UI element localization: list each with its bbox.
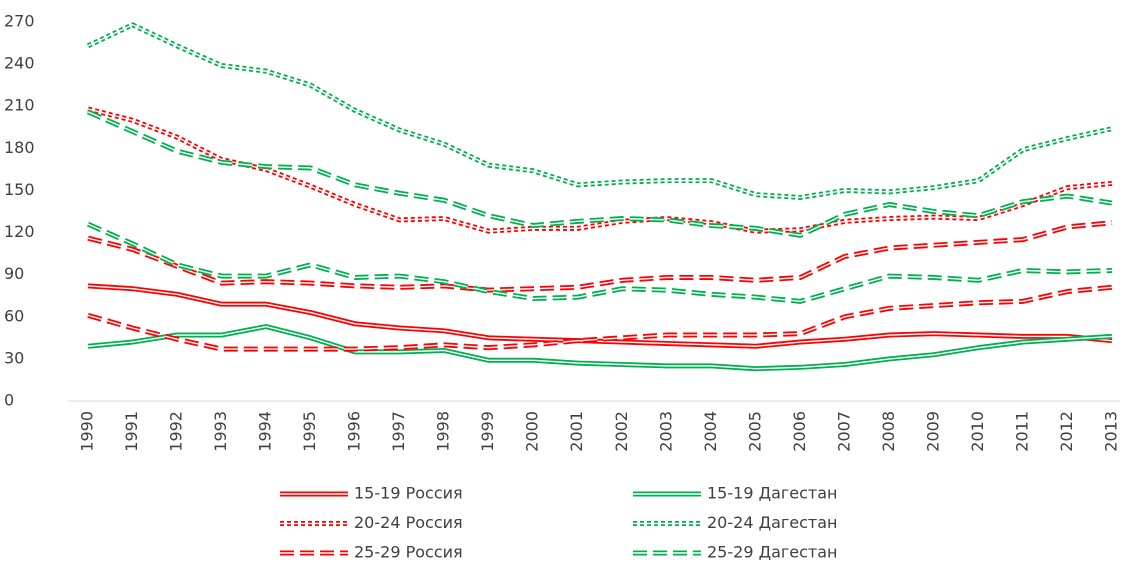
legend-label: 15-19 Дагестан xyxy=(707,484,838,503)
x-tick-label: 1998 xyxy=(434,411,453,452)
y-tick-label: 30 xyxy=(4,348,24,367)
series xyxy=(87,220,1113,293)
x-tick-label: 1996 xyxy=(345,411,364,452)
y-tick-label: 90 xyxy=(4,264,24,283)
series xyxy=(87,106,1113,234)
x-tick-label: 2003 xyxy=(656,411,675,452)
x-tick-label: 1995 xyxy=(300,411,319,452)
x-tick-label: 2009 xyxy=(923,411,942,452)
legend-label: 15-19 Россия xyxy=(354,484,463,503)
line-core xyxy=(87,222,1113,291)
legend-label: 20-24 Дагестан xyxy=(707,513,838,532)
x-tick-label: 2007 xyxy=(834,411,853,452)
x-tick-label: 2002 xyxy=(612,411,631,452)
series xyxy=(87,283,1113,349)
series xyxy=(86,109,1113,238)
x-tick-label: 2000 xyxy=(523,411,542,452)
line-core xyxy=(87,223,1113,303)
legend-item: 25-29 Россия xyxy=(280,543,463,562)
y-tick-label: 270 xyxy=(4,12,35,31)
y-tick-label: 0 xyxy=(4,391,14,410)
series xyxy=(87,324,1113,372)
legend-item: 15-19 Россия xyxy=(280,484,463,503)
x-tick-label: 1994 xyxy=(256,411,275,452)
line-core xyxy=(87,108,1113,232)
legend-item: 15-19 Дагестан xyxy=(633,484,838,503)
x-tick-label: 2008 xyxy=(879,411,898,452)
legend-label: 25-29 Россия xyxy=(354,543,463,562)
line-core xyxy=(87,111,1113,237)
x-tick-label: 2012 xyxy=(1057,411,1076,452)
line xyxy=(86,221,1113,304)
legend-item: 20-24 Россия xyxy=(280,513,463,532)
x-tick-label: 2010 xyxy=(968,411,987,452)
line xyxy=(87,106,1113,234)
line-core xyxy=(87,285,1113,347)
y-tick-label: 180 xyxy=(4,138,35,157)
x-tick-label: 1999 xyxy=(478,411,497,452)
x-tick-label: 1993 xyxy=(211,411,230,452)
y-tick-label: 60 xyxy=(4,306,24,325)
x-tick-label: 2001 xyxy=(567,411,586,452)
legend-label: 20-24 Россия xyxy=(354,513,463,532)
legend-label: 25-29 Дагестан xyxy=(707,543,838,562)
series xyxy=(87,284,1113,352)
line xyxy=(86,109,1113,238)
x-tick-label: 2004 xyxy=(701,411,720,452)
x-tick-label: 1991 xyxy=(122,411,141,452)
x-tick-label: 2011 xyxy=(1012,411,1031,452)
x-tick-label: 2013 xyxy=(1102,411,1121,452)
x-tick-label: 2005 xyxy=(745,411,764,452)
series xyxy=(86,22,1113,200)
legend-item: 20-24 Дагестан xyxy=(633,513,838,532)
line-core xyxy=(87,24,1113,199)
y-tick-label: 120 xyxy=(4,222,35,241)
line-core xyxy=(87,286,1113,350)
x-tick-label: 1992 xyxy=(167,411,186,452)
x-tick-label: 1990 xyxy=(78,411,97,452)
y-tick-label: 240 xyxy=(4,54,35,73)
x-tick-label: 1997 xyxy=(389,411,408,452)
line xyxy=(86,22,1113,200)
legend-item: 25-29 Дагестан xyxy=(633,543,838,562)
y-tick-label: 150 xyxy=(4,180,35,199)
line-core xyxy=(87,325,1113,370)
x-tick-label: 2006 xyxy=(790,411,809,452)
series xyxy=(86,221,1113,304)
y-tick-label: 210 xyxy=(4,96,35,115)
